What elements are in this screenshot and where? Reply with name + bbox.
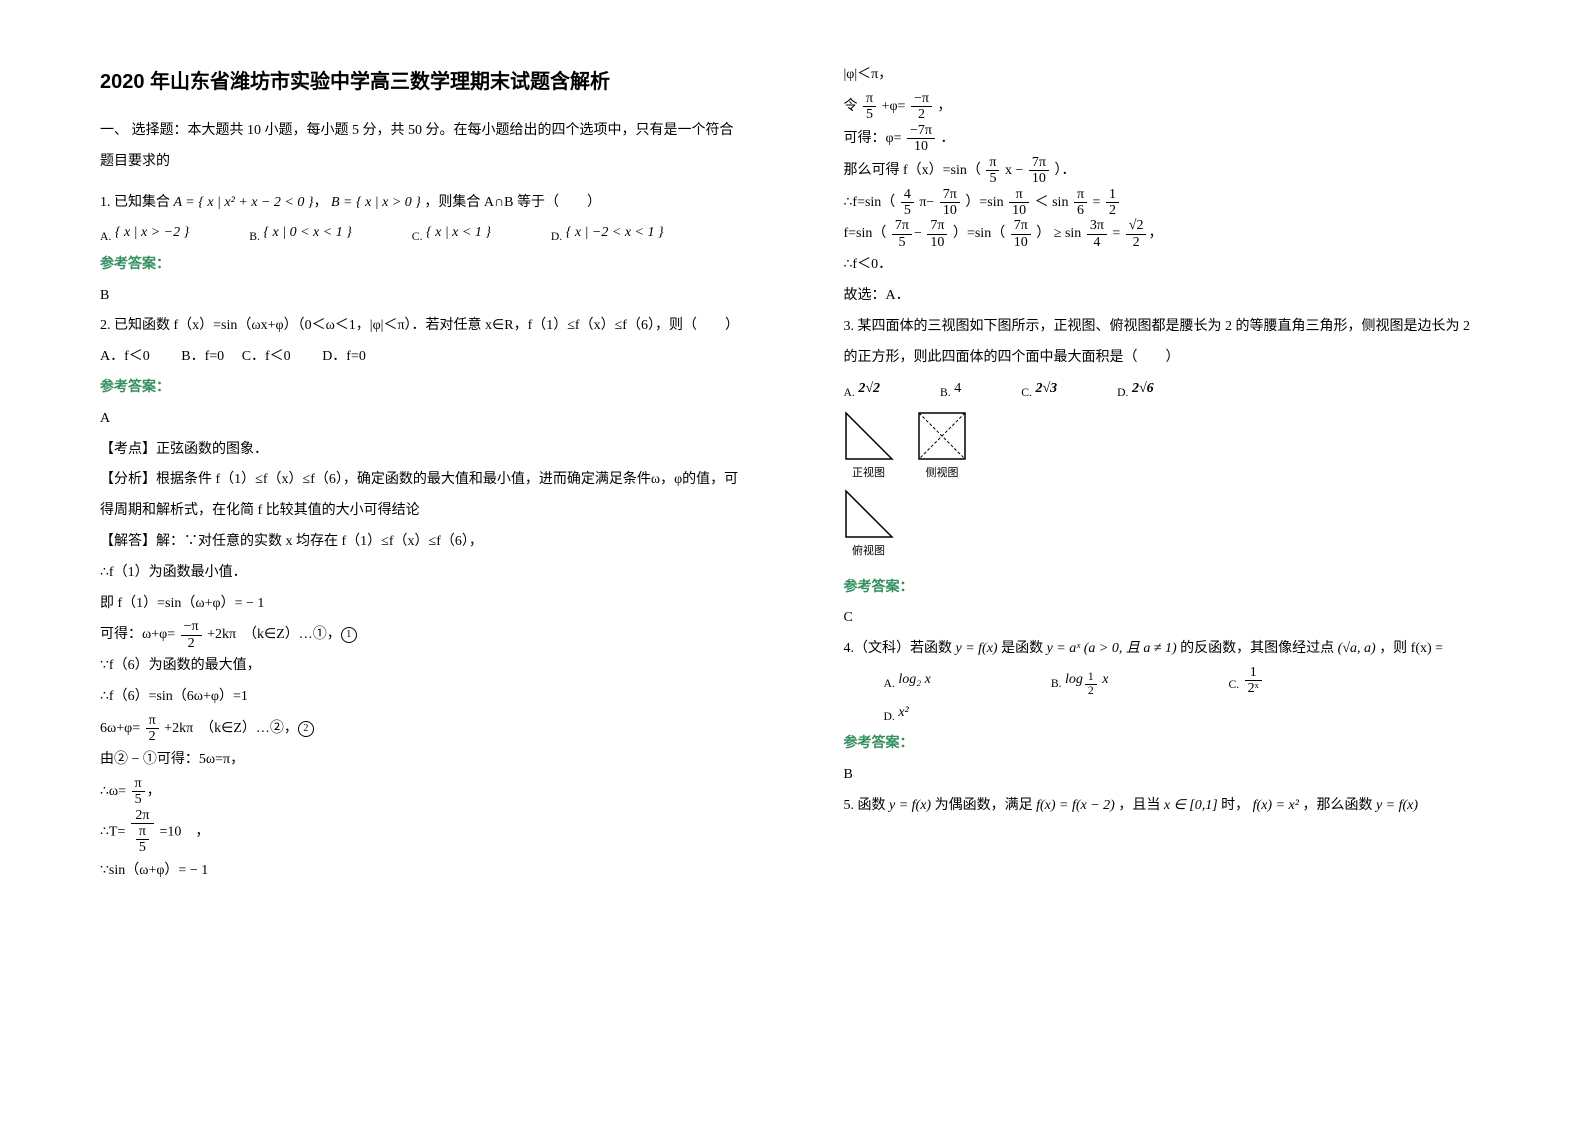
front-view: 正视图 — [844, 411, 894, 485]
q1-setA: A = { x | x² + x − 2 < 0 } — [174, 195, 314, 210]
q1-answer: B — [100, 281, 744, 312]
q2-optB: B．f=0 — [181, 349, 224, 364]
q2-s5: ∴f（6）=sin（6ω+φ）=1 — [100, 682, 744, 713]
q2-answer-label: 参考答案： — [100, 373, 744, 404]
q2-options: A．f＜0 B．f=0 C．f＜0 D．f=0 — [100, 342, 744, 373]
r1: |φ|＜π， — [844, 60, 1488, 91]
q2-s2: 即 f（1）=sin（ω+φ）= − 1 — [100, 589, 744, 620]
frac-7pi-10: 7π10 — [1029, 155, 1049, 187]
q2-jd: 【解答】解：∵对任意的实数 x 均存在 f（1）≤f（x）≤f（6）， — [100, 527, 744, 558]
frac-neg-pi-2b: −π2 — [911, 91, 932, 123]
r7: ∴f＜0． — [844, 250, 1488, 281]
frac-pi-5: π5 — [132, 776, 145, 808]
q1-options: A. { x | x > −2 } B. { x | 0 < x < 1 } C… — [100, 218, 744, 249]
r2: 令 π5 +φ= −π2 ， — [844, 91, 1488, 123]
q4-stem: 4.（文科）若函数 y = f(x) 是函数 y = aˣ (a > 0, 且 … — [844, 634, 1488, 665]
q4-options: A. log₂ x B. log12 x C. 12ˣ — [884, 665, 1488, 698]
q4-optC: C. 12ˣ — [1228, 665, 1263, 698]
q2-kd: 【考点】正弦函数的图象． — [100, 435, 744, 466]
q1-post: ，则集合 A∩B 等于（ ） — [424, 195, 601, 210]
q2-optA: A．f＜0 — [100, 349, 150, 364]
q3-answer-label: 参考答案： — [844, 573, 1488, 604]
q2-optD: D．f=0 — [322, 349, 366, 364]
r4: 那么可得 f（x）=sin（ π5 x − 7π10 ）． — [844, 155, 1488, 187]
frac-neg-pi-2: −π2 — [181, 619, 202, 651]
frac-pi-5c: π5 — [986, 155, 999, 187]
frac-neg-7pi-10: −7π10 — [907, 123, 935, 155]
r3: 可得：φ= −7π10 ． — [844, 123, 1488, 155]
section-header: 一、 选择题：本大题共 10 小题，每小题 5 分，共 50 分。在每小题给出的… — [100, 116, 744, 178]
q2-optC: C．f＜0 — [242, 349, 291, 364]
page-title: 2020 年山东省潍坊市实验中学高三数学理期末试题含解析 — [100, 60, 744, 104]
q4-optB: B. log12 x — [1051, 665, 1109, 698]
q3-optB: B. 4 — [940, 374, 961, 405]
q2-s1: ∴f（1）为函数最小值． — [100, 558, 744, 589]
q4-answer-label: 参考答案： — [844, 729, 1488, 760]
r5: ∴f=sin（ 45 π− 7π10 ）=sin π10 ＜ sin π6 = … — [844, 187, 1488, 219]
q2-s3: 可得：ω+φ= −π2 +2kπ （k∈Z）…①，1 — [100, 619, 744, 651]
q2-fx: 【分析】根据条件 f（1）≤f（x）≤f（6），确定函数的最大值和最小值，进而确… — [100, 465, 744, 527]
q2-answer: A — [100, 404, 744, 435]
q3-options: A. 2√2 B. 4 C. 2√3 D. 2√6 — [844, 374, 1488, 405]
right-column: |φ|＜π， 令 π5 +φ= −π2 ， 可得：φ= −7π10 ． 那么可得… — [794, 0, 1587, 1122]
q1-answer-label: 参考答案： — [100, 250, 744, 281]
side-view: 侧视图 — [917, 411, 967, 485]
q1-setB: B = { x | x > 0 } — [331, 195, 421, 210]
q4-optD: D. x² — [884, 698, 1488, 729]
q2-stem: 2. 已知函数 f（x）=sin（ωx+φ）（0＜ω＜1，|φ|＜π）．若对任意… — [100, 311, 744, 342]
q2-s8: ∴ω= π5， — [100, 776, 744, 808]
q3-optA: A. 2√2 — [844, 374, 881, 405]
q2-s6: 6ω+φ= π2 +2kπ （k∈Z）…②，2 — [100, 713, 744, 745]
q1-pre: 1. 已知集合 — [100, 195, 174, 210]
q2-s7: 由② − ①可得：5ω=π， — [100, 745, 744, 776]
top-view: 俯视图 — [844, 489, 894, 563]
q1-optC: C. { x | x < 1 } — [412, 218, 491, 249]
q1-stem: 1. 已知集合 A = { x | x² + x − 2 < 0 }， B = … — [100, 188, 744, 219]
r6: f=sin（ 7π5− 7π10 ）=sin（ 7π10 ） ≥ sin 3π4… — [844, 218, 1488, 250]
q2-s9: ∴T= 2π π5 =10 ， — [100, 808, 744, 856]
q1-optD: D. { x | −2 < x < 1 } — [551, 218, 664, 249]
q3-optC: C. 2√3 — [1021, 374, 1057, 405]
left-column: 2020 年山东省潍坊市实验中学高三数学理期末试题含解析 一、 选择题：本大题共… — [0, 0, 794, 1122]
q2-s4: ∵f（6）为函数的最大值， — [100, 651, 744, 682]
q3-stem: 3. 某四面体的三视图如下图所示，正视图、俯视图都是腰长为 2 的等腰直角三角形… — [844, 312, 1488, 374]
r8: 故选：A． — [844, 281, 1488, 312]
q4-answer: B — [844, 760, 1488, 791]
frac-pi-5b: π5 — [863, 91, 876, 123]
q1-optB: B. { x | 0 < x < 1 } — [249, 218, 352, 249]
three-views: 正视图 侧视图 俯视图 — [844, 411, 1488, 567]
q2-s10: ∵sin（ω+φ）= − 1 — [100, 856, 744, 887]
frac-2pi-pi5: 2π π5 — [131, 808, 154, 856]
q1-optA: A. { x | x > −2 } — [100, 218, 189, 249]
frac-pi-2: π2 — [146, 713, 159, 745]
q5-stem: 5. 函数 y = f(x) 为偶函数，满足 f(x) = f(x − 2) ，… — [844, 791, 1488, 822]
q3-answer: C — [844, 603, 1488, 634]
q3-optD: D. 2√6 — [1117, 374, 1154, 405]
q4-optA: A. log₂ x — [884, 665, 931, 698]
